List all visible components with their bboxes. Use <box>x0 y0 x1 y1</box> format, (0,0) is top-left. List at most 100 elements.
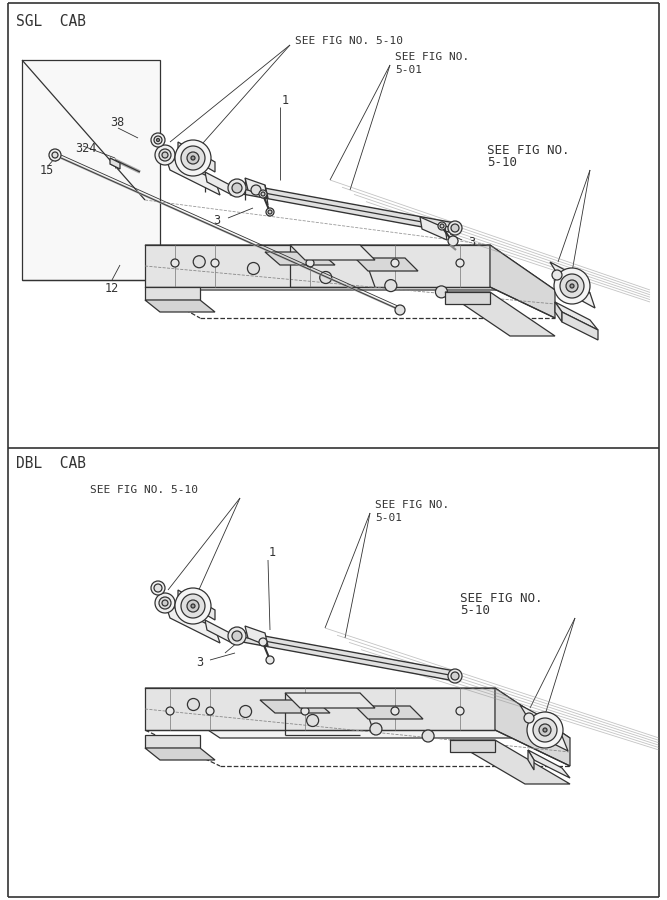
Text: 15: 15 <box>40 164 54 176</box>
Circle shape <box>391 259 399 267</box>
Circle shape <box>187 152 199 164</box>
Circle shape <box>191 604 195 608</box>
Circle shape <box>251 185 261 195</box>
Circle shape <box>370 723 382 735</box>
Polygon shape <box>528 718 568 751</box>
Circle shape <box>266 208 274 216</box>
Text: SEE FIG NO. 5-10: SEE FIG NO. 5-10 <box>295 36 403 46</box>
Circle shape <box>151 133 165 147</box>
Polygon shape <box>165 603 220 643</box>
Polygon shape <box>445 292 555 336</box>
Polygon shape <box>290 245 375 260</box>
Circle shape <box>206 707 214 715</box>
Circle shape <box>154 136 162 144</box>
Circle shape <box>154 584 162 592</box>
Polygon shape <box>145 688 570 738</box>
Circle shape <box>527 712 563 748</box>
Circle shape <box>239 706 251 717</box>
Text: 12: 12 <box>105 282 119 294</box>
Circle shape <box>259 638 267 646</box>
Polygon shape <box>145 287 200 300</box>
Circle shape <box>187 600 199 612</box>
Circle shape <box>422 730 434 742</box>
Polygon shape <box>562 312 598 340</box>
Text: 3: 3 <box>213 213 220 227</box>
Polygon shape <box>528 750 570 778</box>
Text: SGL  CAB: SGL CAB <box>16 14 86 30</box>
Circle shape <box>52 152 58 158</box>
Polygon shape <box>145 245 490 287</box>
Circle shape <box>456 259 464 267</box>
Polygon shape <box>145 748 215 760</box>
Circle shape <box>171 259 179 267</box>
Circle shape <box>566 280 578 292</box>
Polygon shape <box>145 688 495 730</box>
Polygon shape <box>145 735 200 748</box>
Circle shape <box>440 224 444 228</box>
Text: SEE FIG NO.: SEE FIG NO. <box>487 143 570 157</box>
Circle shape <box>175 140 211 176</box>
Polygon shape <box>495 688 570 766</box>
Circle shape <box>524 713 534 723</box>
Circle shape <box>456 707 464 715</box>
Text: 3: 3 <box>196 655 203 669</box>
Polygon shape <box>490 245 555 318</box>
Circle shape <box>554 268 590 304</box>
Circle shape <box>247 263 259 274</box>
Polygon shape <box>420 217 447 240</box>
Circle shape <box>49 149 61 161</box>
Circle shape <box>159 597 171 609</box>
Polygon shape <box>450 740 570 784</box>
Circle shape <box>268 210 272 214</box>
Text: 1: 1 <box>268 546 275 560</box>
Circle shape <box>155 145 175 165</box>
Circle shape <box>232 183 242 193</box>
Circle shape <box>232 631 242 641</box>
Text: 324: 324 <box>75 141 96 155</box>
Polygon shape <box>550 262 590 293</box>
Circle shape <box>162 600 168 606</box>
Circle shape <box>319 272 331 284</box>
Polygon shape <box>198 152 215 172</box>
Polygon shape <box>285 693 375 708</box>
Circle shape <box>448 669 462 683</box>
Circle shape <box>157 139 159 141</box>
Circle shape <box>436 286 448 298</box>
Polygon shape <box>178 590 195 610</box>
Circle shape <box>162 152 168 158</box>
Polygon shape <box>355 258 418 271</box>
Text: SEE FIG NO.: SEE FIG NO. <box>395 52 470 62</box>
Text: 3: 3 <box>468 236 475 248</box>
Circle shape <box>570 284 574 288</box>
Polygon shape <box>555 302 562 322</box>
Text: 5-01: 5-01 <box>375 513 402 523</box>
Circle shape <box>448 221 462 235</box>
Polygon shape <box>205 172 232 195</box>
Circle shape <box>191 156 195 160</box>
Circle shape <box>391 707 399 715</box>
Circle shape <box>451 224 459 232</box>
Text: SEE FIG NO.: SEE FIG NO. <box>375 500 450 510</box>
Polygon shape <box>245 626 268 646</box>
Circle shape <box>448 236 458 246</box>
Text: 38: 38 <box>110 115 124 129</box>
Polygon shape <box>22 60 160 280</box>
Polygon shape <box>145 300 215 312</box>
Polygon shape <box>528 750 534 770</box>
Text: 5-10: 5-10 <box>487 157 517 169</box>
Circle shape <box>259 190 267 198</box>
Polygon shape <box>355 706 423 719</box>
Circle shape <box>533 718 557 742</box>
Circle shape <box>451 672 459 680</box>
Circle shape <box>181 146 205 170</box>
Polygon shape <box>245 178 268 198</box>
Polygon shape <box>445 292 490 304</box>
Circle shape <box>395 305 405 315</box>
Circle shape <box>228 179 246 197</box>
Polygon shape <box>260 700 330 713</box>
Polygon shape <box>205 620 232 643</box>
Circle shape <box>539 724 551 736</box>
Circle shape <box>211 259 219 267</box>
Text: 1: 1 <box>281 94 289 106</box>
Circle shape <box>301 707 309 715</box>
